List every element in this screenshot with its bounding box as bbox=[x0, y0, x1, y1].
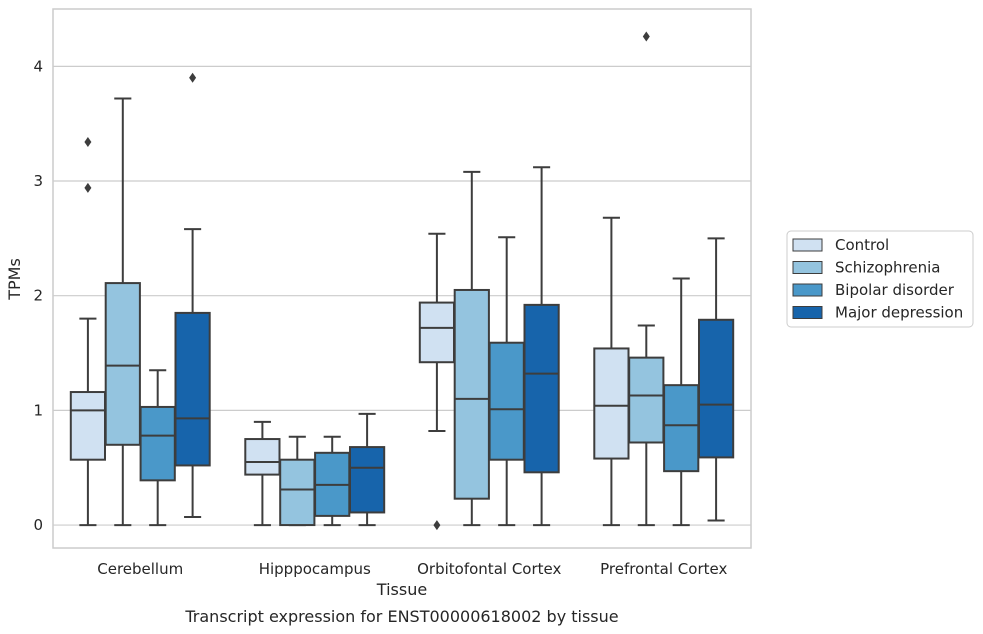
box-plot bbox=[593, 216, 630, 527]
box-plot bbox=[104, 97, 141, 527]
legend-swatch bbox=[792, 238, 823, 252]
legend-label: Schizophrenia bbox=[835, 259, 940, 277]
legend-label: Bipolar disorder bbox=[835, 281, 955, 299]
box-iqr bbox=[244, 438, 281, 476]
outlier-point bbox=[433, 520, 441, 531]
box-plot bbox=[663, 277, 700, 527]
legend-label: Major depression bbox=[835, 304, 963, 322]
box-iqr bbox=[593, 347, 630, 460]
outlier-point bbox=[642, 31, 650, 42]
box-plot bbox=[244, 420, 281, 527]
x-axis-title: Tissue bbox=[376, 580, 427, 599]
legend-swatch bbox=[792, 283, 823, 297]
box-iqr bbox=[139, 405, 176, 482]
box-plot bbox=[174, 72, 211, 519]
box-iqr bbox=[279, 458, 316, 527]
x-tick-labels: Cerebellum Hipppocampus Orbitofontal Corte… bbox=[97, 560, 727, 578]
outlier-point bbox=[189, 72, 197, 83]
box-plot bbox=[697, 237, 735, 522]
y-tick-label: 2 bbox=[33, 287, 43, 305]
outlier-point bbox=[84, 182, 92, 193]
legend: Control Schizophrenia Bipolar disorder Majo… bbox=[786, 230, 974, 328]
y-tick-label: 0 bbox=[33, 516, 43, 534]
y-tick-label: 4 bbox=[33, 57, 43, 75]
box-plot bbox=[418, 232, 456, 531]
box-plot bbox=[628, 31, 665, 527]
box-iqr bbox=[663, 384, 700, 473]
chart-caption: Transcript expression for ENST0000061800… bbox=[184, 607, 618, 626]
y-tick-labels: 0 1 2 3 4 bbox=[33, 57, 43, 534]
x-tick-label: Hipppocampus bbox=[259, 560, 371, 578]
box-iqr bbox=[628, 356, 665, 444]
box-plot bbox=[523, 166, 560, 527]
box-plot bbox=[314, 435, 351, 527]
box-plot bbox=[453, 170, 490, 527]
box-plot bbox=[139, 369, 176, 527]
x-tick-label: Cerebellum bbox=[97, 560, 183, 578]
legend-swatch bbox=[792, 306, 823, 319]
outlier-point bbox=[84, 137, 92, 148]
box-iqr bbox=[488, 341, 525, 461]
legend-label: Control bbox=[835, 236, 889, 254]
box-iqr bbox=[453, 288, 490, 500]
y-tick-label: 3 bbox=[33, 172, 43, 190]
box-iqr bbox=[174, 311, 211, 467]
box-iqr bbox=[69, 391, 107, 461]
y-axis-title: TPMs bbox=[5, 258, 24, 301]
legend-swatch bbox=[792, 261, 823, 274]
box-iqr bbox=[348, 446, 386, 514]
x-tick-label: Orbitofontal Cortex bbox=[417, 560, 561, 578]
box-plot bbox=[69, 137, 107, 527]
x-tick-label: Prefrontal Cortex bbox=[600, 560, 727, 578]
box-plot bbox=[488, 236, 525, 527]
box-groups bbox=[69, 31, 735, 531]
plot-frame bbox=[52, 8, 752, 549]
box-plot bbox=[279, 435, 316, 527]
y-tick-label: 1 bbox=[33, 401, 43, 419]
box-iqr bbox=[418, 301, 456, 364]
legend-frame bbox=[786, 230, 974, 328]
box-plot bbox=[348, 412, 386, 527]
box-iqr bbox=[523, 303, 560, 474]
box-iqr bbox=[104, 282, 141, 446]
box-iqr bbox=[697, 318, 735, 459]
